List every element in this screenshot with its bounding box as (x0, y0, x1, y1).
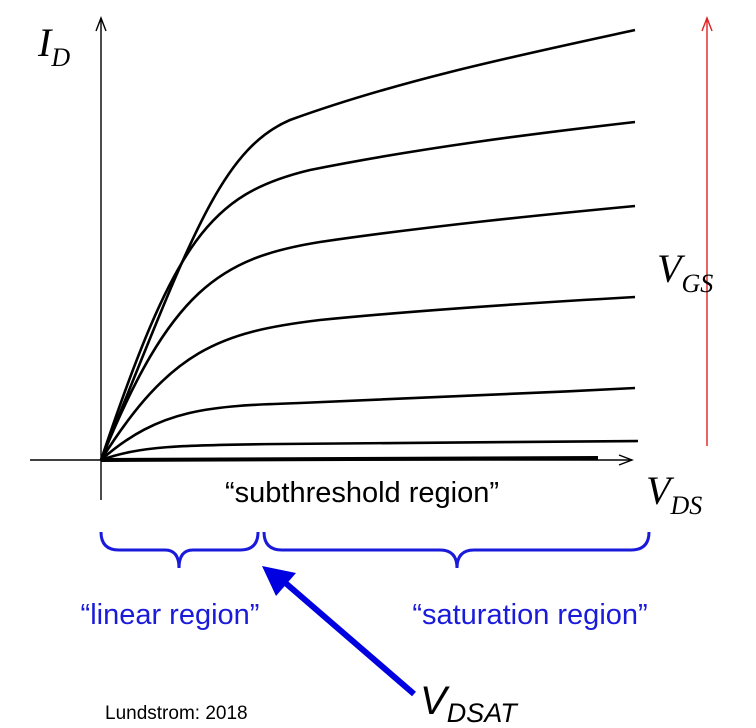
curve-vgs-6 (99, 120, 636, 461)
x-axis-label: VDS (646, 468, 702, 520)
vgs-label: VGS (657, 246, 713, 298)
linear-region-label: “linear region” (81, 599, 260, 631)
subthreshold-region-label: “subthreshold region” (225, 477, 499, 509)
curve-vgs-2 (100, 439, 639, 462)
saturation-region-brace (262, 531, 651, 569)
curve-vgs-3 (100, 386, 636, 461)
saturation-region-label: “saturation region” (412, 599, 647, 631)
credit-text: Lundstrom: 2018 (105, 703, 248, 724)
curve-vgs-1 (100, 456, 599, 462)
region-braces (99, 531, 651, 569)
curve-family (99, 28, 639, 462)
vdsat-label: VDSAT (420, 679, 519, 728)
linear-region-brace (99, 531, 260, 569)
vdsat-arrow (262, 566, 416, 697)
curve-vgs-5 (99, 204, 636, 461)
y-axis-label: ID (37, 20, 70, 72)
curve-vgs-7 (99, 28, 636, 461)
curve-vgs-4 (99, 295, 636, 461)
